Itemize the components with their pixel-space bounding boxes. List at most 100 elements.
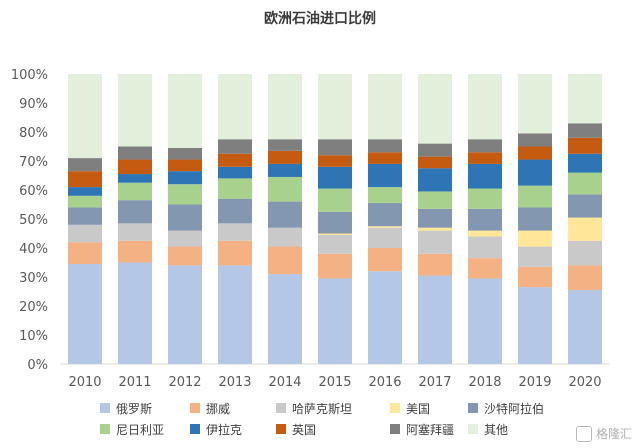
bar-segment: [368, 227, 402, 248]
bar-segment: [68, 242, 102, 264]
bar-segment: [518, 266, 552, 288]
bar-segment: [568, 265, 602, 291]
bar-segment: [118, 262, 152, 364]
bar-segment: [118, 159, 152, 175]
bar-segment: [418, 74, 452, 144]
bar-segment: [518, 185, 552, 208]
bar-segment: [318, 234, 352, 254]
bar-segment: [268, 163, 302, 177]
bar-segment: [368, 74, 402, 140]
bar-segment: [218, 153, 252, 167]
watermark-logo-icon: [575, 425, 592, 442]
bar-segment: [568, 194, 602, 218]
bar-segment: [168, 74, 202, 148]
bar-segment: [218, 240, 252, 266]
bar-segment: [568, 123, 602, 138]
y-tick-label: 0%: [27, 358, 48, 373]
y-tick-label: 70%: [19, 155, 48, 170]
y-tick-label: 60%: [19, 184, 48, 199]
bar-segment: [118, 74, 152, 147]
legend-swatch: [276, 424, 286, 434]
bar-segment: [468, 278, 502, 364]
bar-segment: [368, 226, 402, 228]
bar-segment: [418, 227, 452, 231]
x-tick-label: 2014: [268, 375, 301, 390]
bar-segment: [418, 230, 452, 254]
bar-segment: [268, 274, 302, 364]
legend-label: 俄罗斯: [116, 402, 152, 416]
bar-segment: [318, 211, 352, 234]
bar-segment: [468, 163, 502, 189]
bar-segment: [518, 146, 552, 160]
x-tick-label: 2015: [318, 375, 351, 390]
y-tick-label: 30%: [19, 271, 48, 286]
legend-swatch: [390, 403, 400, 413]
legend-label: 英国: [292, 423, 316, 437]
bar-segment: [568, 240, 602, 266]
bar-segment: [318, 278, 352, 364]
bar-segment: [418, 253, 452, 276]
y-tick-label: 40%: [19, 242, 48, 257]
bar-segment: [568, 153, 602, 173]
watermark-text: 格隆汇: [595, 427, 632, 441]
bar-segment: [68, 224, 102, 243]
legend-swatch: [190, 424, 200, 434]
legend-swatch: [390, 424, 400, 434]
bar-segment: [68, 207, 102, 225]
bar-segment: [518, 159, 552, 186]
chart-title: 欧洲石油进口比例: [264, 11, 376, 27]
bar-segment: [368, 271, 402, 364]
legend-label: 其他: [484, 423, 508, 437]
legend-label: 挪威: [206, 402, 230, 416]
bar-segment: [218, 166, 252, 179]
y-tick-label: 100%: [11, 68, 48, 83]
bar-segment: [168, 159, 202, 172]
bar-segment: [268, 227, 302, 247]
bar-segment: [68, 195, 102, 208]
bar-segment: [268, 201, 302, 228]
bar-segment: [318, 253, 352, 279]
bar-segment: [318, 139, 352, 156]
bar-segment: [68, 187, 102, 196]
bar-segment: [318, 233, 352, 235]
bar-segment: [218, 223, 252, 241]
bar-segment: [268, 176, 302, 202]
bar-segment: [518, 230, 552, 247]
bar-segment: [218, 74, 252, 140]
x-tick-label: 2011: [118, 375, 151, 390]
bar-segment: [468, 188, 502, 209]
x-tick-label: 2018: [468, 375, 501, 390]
legend-swatch: [190, 403, 200, 413]
bar-segment: [118, 200, 152, 224]
bar-segment: [468, 208, 502, 231]
bar-segment: [68, 171, 102, 188]
bar-segment: [368, 187, 402, 204]
bar-segment: [268, 246, 302, 275]
bar-segment: [468, 74, 502, 140]
legend-label: 沙特阿拉伯: [484, 401, 544, 416]
bar-segment: [118, 174, 152, 183]
x-tick-label: 2010: [68, 375, 101, 390]
bar-segment: [468, 139, 502, 153]
x-tick-label: 2017: [418, 375, 451, 390]
bar-segment: [218, 198, 252, 224]
bar-segment: [568, 217, 602, 241]
legend-label: 伊拉克: [206, 422, 242, 437]
bar-segment: [118, 240, 152, 263]
bar-segment: [168, 171, 202, 185]
bar-segment: [268, 139, 302, 151]
bar-segment: [368, 163, 402, 188]
bar-segment: [418, 156, 452, 169]
legend-label: 尼日利亚: [116, 423, 164, 437]
bar-segment: [518, 246, 552, 267]
bar-segment: [368, 152, 402, 164]
bar-segment: [168, 204, 202, 231]
bar-segment: [118, 146, 152, 160]
bar-segment: [468, 152, 502, 164]
bar-segment: [568, 137, 602, 154]
bar-segment: [468, 258, 502, 279]
bar-segment: [418, 191, 452, 209]
bar-segment: [368, 203, 402, 227]
bar-segment: [468, 236, 502, 259]
